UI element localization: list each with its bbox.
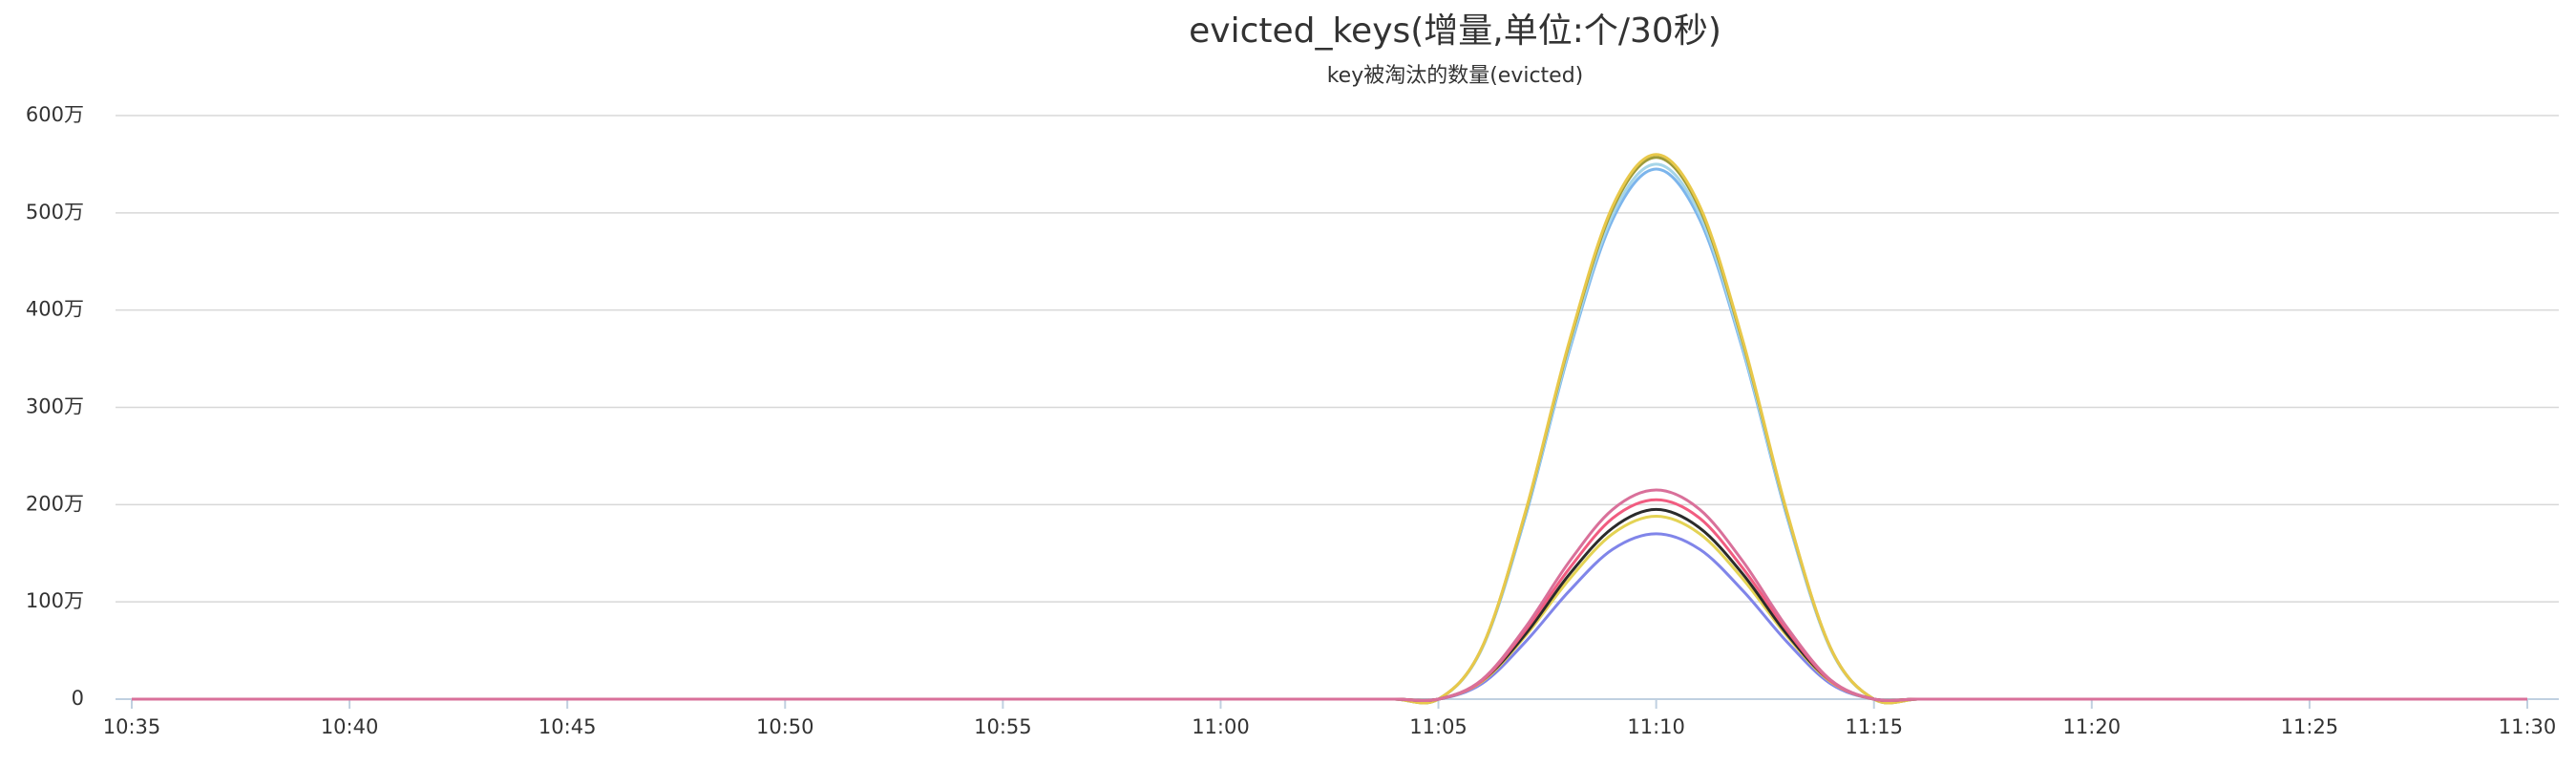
x-tick-label: 11:25 [2281, 715, 2339, 738]
series-line [132, 515, 2527, 702]
chart-title: evicted_keys(增量,单位:个/30秒) [1189, 11, 1721, 51]
series-line [132, 532, 2527, 702]
y-tick-label: 0 [72, 687, 84, 710]
x-tick-label: 10:50 [756, 715, 814, 738]
series-line [132, 156, 2527, 705]
series-line [132, 162, 2527, 705]
x-tick-label: 11:10 [1627, 715, 1685, 738]
y-tick-label: 400万 [26, 298, 84, 321]
series-line [132, 498, 2527, 702]
x-tick-label: 11:20 [2063, 715, 2122, 738]
y-tick-label: 600万 [26, 103, 84, 126]
series-line [132, 153, 2527, 705]
x-tick-label: 10:55 [974, 715, 1032, 738]
y-tick-label: 200万 [26, 492, 84, 515]
series-line [132, 167, 2527, 705]
y-tick-label: 100万 [26, 589, 84, 612]
x-tick-label: 11:30 [2499, 715, 2557, 738]
series-line [132, 507, 2527, 702]
chart-subtitle: key被淘汰的数量(evicted) [1327, 64, 1584, 88]
x-tick-label: 11:00 [1192, 715, 1250, 738]
x-tick-label: 10:40 [321, 715, 379, 738]
x-tick-label: 11:05 [1409, 715, 1467, 738]
x-tick-label: 10:45 [538, 715, 597, 738]
y-tick-label: 300万 [26, 395, 84, 418]
x-tick-label: 10:35 [103, 715, 161, 738]
series-line [132, 488, 2527, 702]
x-tick-label: 11:15 [1845, 715, 1903, 738]
y-tick-label: 500万 [26, 201, 84, 223]
